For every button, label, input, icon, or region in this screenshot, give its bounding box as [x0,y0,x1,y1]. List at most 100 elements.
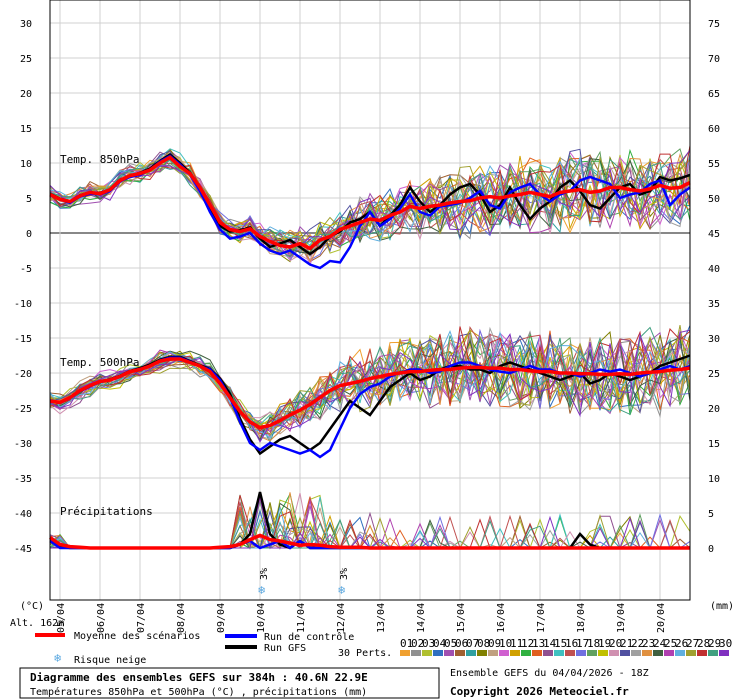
right-tick-label: 0 [708,544,714,555]
right-tick-label: 25 [708,369,720,380]
x-tick-label: 17/04 [536,603,547,633]
mean-line-precip [48,533,690,550]
legend-perts-label: 30 Perts. [338,648,392,659]
member-color-swatch [708,650,718,656]
x-tick-label: 19/04 [616,603,627,633]
member-id-label: 20 [609,637,622,650]
grid [50,0,690,600]
member-id-label: 02 [411,637,424,650]
member-id-label: 24 [653,637,667,650]
member-id-label: 08 [477,637,490,650]
left-tick-label: 20 [20,89,32,100]
right-tick-label: 65 [708,89,720,100]
altitude-label: Alt. 162m [10,618,64,629]
member-id-label: 11 [510,637,523,650]
right-axis-unit: (mm) [710,601,734,612]
snow-risk-markers: 3% ❄ 3% ❄ [258,568,350,597]
footer-title: Diagramme des ensembles GEFS sur 384h : … [30,671,368,684]
member-color-swatch [675,650,685,656]
mean-line-t500 [49,357,691,430]
member-color-swatch [455,650,465,656]
member-id-label: 30 [719,637,732,650]
x-tick-label: 08/04 [176,603,187,633]
footer-box [19,667,440,699]
member-color-swatch [664,650,674,656]
x-tick-label: 20/04 [656,603,667,633]
member-id-label: 28 [697,637,710,650]
member-id-label: 14 [543,637,557,650]
member-id-label: 18 [587,637,600,650]
right-tick-label: 15 [708,439,720,450]
snowflake-icon: ❄ [54,651,61,665]
legend-snow-label: Risque neige [74,655,146,666]
member-line-precip [49,513,691,549]
member-color-swatch [521,650,531,656]
member-color-swatch [587,650,597,656]
member-id-label: 26 [675,637,688,650]
right-tick-label: 5 [708,509,714,520]
left-tick-label: 25 [20,54,32,65]
member-id-label: 09 [488,637,501,650]
right-tick-label: 50 [708,194,720,205]
member-line-t500 [49,329,691,443]
snowflake-icon: ❄ [338,583,345,597]
member-color-swatch [543,650,553,656]
member-color-swatch [466,650,476,656]
member-color-swatch [642,650,652,656]
left-tick-label: 30 [20,19,32,30]
member-color-swatch [488,650,498,656]
x-tick-label: 16/04 [496,603,507,633]
left-tick-label: 0 [26,229,32,240]
x-tick-label: 14/04 [416,603,427,633]
member-id-label: 15 [554,637,567,650]
left-tick-label: -45 [14,544,32,555]
footer-subtitle: Températures 850hPa et 500hPa (°C) , pré… [30,686,367,698]
left-tick-label: -10 [14,299,32,310]
member-id-label: 01 [400,637,413,650]
label-t500: Temp. 500hPa [60,356,139,369]
left-tick-label: -35 [14,474,32,485]
member-id-label: 22 [631,637,644,650]
snowflake-icon: ❄ [258,583,265,597]
member-id-label: 05 [444,637,457,650]
left-tick-label: 10 [20,159,32,170]
member-color-swatch [576,650,586,656]
member-color-swatch [499,650,509,656]
right-tick-label: 30 [708,334,720,345]
member-id-label: 27 [686,637,699,650]
member-color-swatch [631,650,641,656]
left-tick-label: -40 [14,509,32,520]
member-id-label: 10 [499,637,512,650]
x-axis-labels: 05/04 06/04 07/04 08/04 09/04 10/04 11/04 12/04… [56,603,667,633]
member-line-precip [49,514,691,549]
right-tick-label: 60 [708,124,720,135]
snow-risk-percent: 3% [339,568,350,580]
member-id-label: 29 [708,637,721,650]
member-color-swatch [433,650,443,656]
member-id-label: 13 [532,637,545,650]
member-color-swatch [400,650,410,656]
member-color-swatch [554,650,564,656]
member-id-label: 17 [576,637,589,650]
left-tick-label: 15 [20,124,32,135]
member-line-t500 [49,326,691,428]
left-axis-ticks: 30 25 20 15 10 5 0 -5 -10 -15 -20 -25 -30 -35 -40 -45 [14,19,32,555]
snow-risk-percent: 3% [259,568,270,580]
member-line-t500 [49,336,691,433]
right-tick-label: 55 [708,159,720,170]
legend-mean-label: Moyenne des scénarios [74,630,200,642]
member-color-swatch [477,650,487,656]
left-axis-unit: (°C) [20,601,44,612]
label-t850: Temp. 850hPa [60,153,139,166]
member-color-swatch [620,650,630,656]
member-color-swatch [565,650,575,656]
member-color-swatch [697,650,707,656]
legend-gfs-label: Run GFS [264,643,306,654]
x-tick-label: 05/04 [56,603,67,633]
footer-run-info: Ensemble GEFS du 04/04/2026 - 18Z [450,668,649,679]
left-tick-label: -20 [14,369,32,380]
x-tick-label: 15/04 [456,603,467,633]
member-color-swatch [532,650,542,656]
